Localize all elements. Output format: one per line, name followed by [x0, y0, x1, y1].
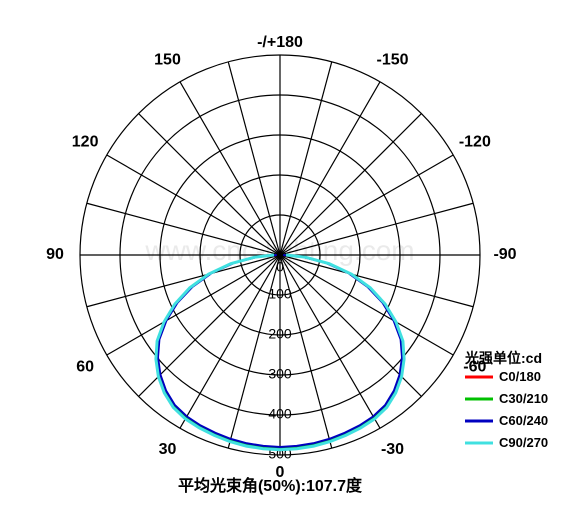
grid-spoke	[180, 82, 280, 255]
grid-spoke	[280, 114, 421, 255]
ring-value-label: 300	[268, 366, 292, 382]
angle-label: -120	[459, 134, 491, 151]
ring-value-label: 100	[268, 286, 292, 302]
grid-spoke	[280, 82, 380, 255]
angle-label: -/+180	[257, 34, 303, 51]
ring-value-label: 200	[268, 326, 292, 342]
legend-label: C90/270	[499, 435, 548, 450]
polar-chart-container: www.cnc-lighting.com0100200300400500-/+1…	[0, 0, 585, 510]
angle-label: -90	[493, 246, 516, 263]
angle-label: -30	[381, 441, 404, 458]
beam-angle-label: 平均光束角(50%):107.7度	[178, 476, 363, 495]
grid-spoke	[180, 255, 280, 428]
grid-spoke	[228, 62, 280, 255]
legend-label: C60/240	[499, 413, 548, 428]
legend-title: 光强单位:cd	[464, 350, 542, 366]
grid-spoke	[280, 255, 453, 355]
angle-label: 120	[72, 134, 99, 151]
angle-label: 90	[46, 246, 64, 263]
angle-label: 150	[154, 51, 181, 68]
ring-value-label: 400	[268, 406, 292, 422]
grid-spoke	[139, 114, 280, 255]
polar-chart-svg: www.cnc-lighting.com0100200300400500-/+1…	[0, 0, 585, 510]
angle-label: 60	[76, 359, 94, 376]
angle-label: 30	[159, 441, 177, 458]
legend-label: C30/210	[499, 391, 548, 406]
grid-spoke	[280, 62, 332, 255]
ring-value-label: 0	[276, 259, 284, 275]
legend-label: C0/180	[499, 369, 541, 384]
grid-spoke	[280, 255, 380, 428]
angle-label: -150	[376, 51, 408, 68]
grid-spoke	[107, 255, 280, 355]
